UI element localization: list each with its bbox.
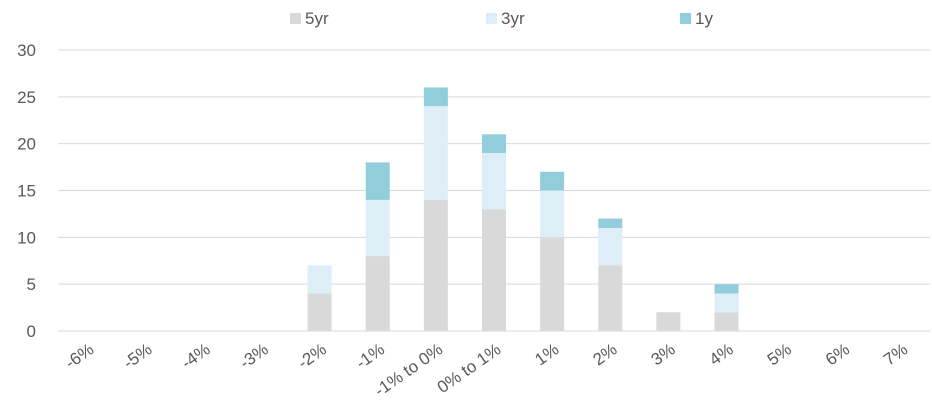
bar-segment bbox=[714, 284, 739, 294]
x-tick-label: 2% bbox=[590, 340, 621, 370]
bar-segment bbox=[656, 312, 681, 331]
legend-swatch bbox=[680, 13, 691, 24]
y-tick-label: 15 bbox=[17, 182, 36, 201]
x-tick-label: 4% bbox=[706, 340, 737, 370]
bar-segment bbox=[598, 218, 623, 228]
x-tick-label: -4% bbox=[178, 340, 214, 373]
bar-segment bbox=[423, 199, 448, 331]
legend: 5yr 3yr 1y bbox=[290, 9, 713, 28]
legend-label: 5yr bbox=[305, 9, 329, 28]
y-tick-label: 5 bbox=[27, 275, 36, 294]
bar-segment bbox=[365, 162, 390, 200]
bar-segment bbox=[423, 87, 448, 107]
bar-segment bbox=[540, 190, 565, 238]
y-tick-label: 10 bbox=[17, 228, 36, 247]
x-tick-label: -1% bbox=[352, 340, 388, 373]
y-tick-label: 30 bbox=[17, 41, 36, 60]
bar-segment bbox=[365, 199, 390, 257]
x-tick-label: -3% bbox=[236, 340, 272, 373]
legend-label: 3yr bbox=[501, 9, 525, 28]
bar-segment bbox=[365, 256, 390, 331]
bar-segment bbox=[714, 293, 739, 313]
x-tick-label: 1% bbox=[531, 340, 562, 370]
bar-segment bbox=[307, 265, 332, 294]
bar-segment bbox=[423, 106, 448, 200]
y-tick-label: 0 bbox=[27, 322, 36, 341]
legend-swatch bbox=[486, 13, 497, 24]
x-axis: -6% -5% -4% -3% -2% -1%-1% to 0%0% to 1% 1% 2% 3… bbox=[62, 340, 912, 401]
x-tick-label: 5% bbox=[764, 340, 795, 370]
x-tick-label: -6% bbox=[62, 340, 98, 373]
bar-segment bbox=[307, 293, 332, 331]
x-tick-label: -2% bbox=[294, 340, 330, 373]
x-tick-label: 6% bbox=[822, 340, 853, 370]
x-tick-label: -5% bbox=[120, 340, 156, 373]
bar-segment bbox=[540, 237, 565, 331]
legend-label: 1y bbox=[695, 9, 713, 28]
bar-segment bbox=[482, 134, 506, 154]
y-tick-label: 20 bbox=[17, 135, 36, 154]
bars bbox=[307, 87, 739, 331]
bar-segment bbox=[714, 312, 739, 331]
bar-segment bbox=[482, 153, 506, 210]
bar-segment bbox=[540, 171, 565, 191]
x-tick-label: 7% bbox=[880, 340, 911, 370]
y-axis: 0 5 10 15 20 25 30 bbox=[17, 41, 36, 341]
legend-swatch bbox=[290, 13, 301, 24]
y-tick-label: 25 bbox=[17, 88, 36, 107]
bar-segment bbox=[598, 227, 623, 266]
x-tick-label: 3% bbox=[648, 340, 679, 370]
x-tick-label: 0% to 1% bbox=[434, 340, 505, 397]
bar-segment bbox=[482, 209, 506, 331]
bar-segment bbox=[598, 265, 623, 331]
